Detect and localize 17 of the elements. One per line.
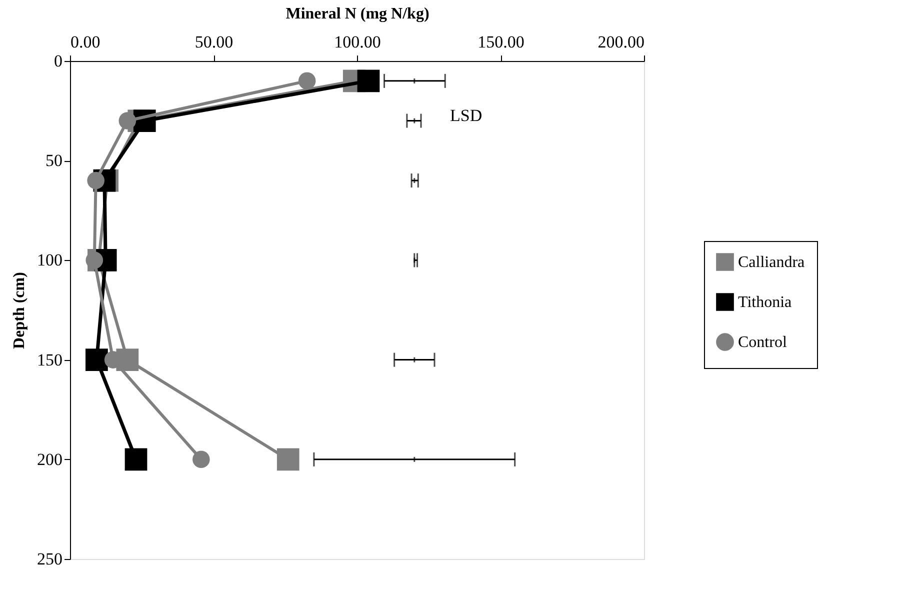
legend-label: Tithonia: [738, 294, 792, 311]
y-tick-label: 50: [46, 151, 62, 170]
x-tick-label: 0.00: [70, 32, 100, 52]
x-tick-label: 200.00: [598, 32, 644, 52]
x-tick-label: 150.00: [478, 32, 524, 52]
legend-label: Calliandra: [738, 254, 805, 271]
y-axis-title: Depth (cm): [11, 272, 28, 349]
y-tick-label: 150: [37, 350, 62, 370]
y-tick-label: 250: [37, 550, 62, 568]
y-tick-label: 0: [54, 52, 62, 70]
legend-label: Control: [738, 334, 788, 351]
x-tick-label: 50.00: [194, 32, 234, 52]
y-tick-label: 100: [37, 250, 62, 270]
annotation: LSD: [450, 106, 482, 125]
y-tick-label: 200: [37, 450, 62, 469]
x-tick-label: 100.00: [334, 32, 381, 52]
x-axis-title: Mineral N (mg N/kg): [286, 6, 430, 22]
